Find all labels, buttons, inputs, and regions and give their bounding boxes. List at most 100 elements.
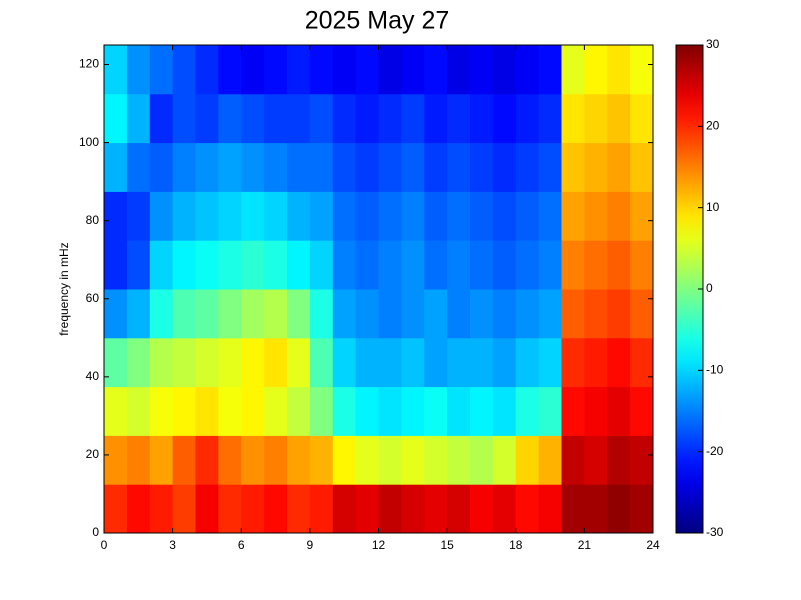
heatmap-cell xyxy=(241,240,265,290)
heatmap-cell xyxy=(126,45,151,95)
heatmap-cell xyxy=(424,240,448,290)
heatmap-cell xyxy=(538,337,562,388)
heatmap-cell xyxy=(538,240,562,290)
heatmap-cell xyxy=(447,45,471,95)
heatmap-cell xyxy=(538,45,562,95)
heatmap-cell xyxy=(584,386,608,436)
heatmap-cells xyxy=(104,45,654,534)
heatmap-cell xyxy=(172,484,196,534)
heatmap-cell xyxy=(561,240,585,290)
heatmap-cell xyxy=(378,337,402,388)
heatmap-cell xyxy=(515,93,540,144)
heatmap-cell xyxy=(287,289,311,339)
heatmap-cell xyxy=(584,240,608,290)
heatmap-cell xyxy=(584,45,608,95)
heatmap-cell xyxy=(492,386,517,436)
heatmap-cell xyxy=(172,45,196,95)
y-tick-label: 60 xyxy=(86,291,100,305)
heatmap-cell xyxy=(126,240,151,290)
heatmap-cell xyxy=(287,435,311,485)
heatmap-cell xyxy=(561,45,585,95)
heatmap-cell xyxy=(607,435,631,485)
heatmap-cell xyxy=(332,191,357,241)
heatmap-cell xyxy=(424,289,448,339)
heatmap-cell xyxy=(538,191,562,241)
heatmap-cell xyxy=(264,142,288,192)
heatmap-cell xyxy=(447,142,471,192)
x-tick-label: 21 xyxy=(578,538,592,552)
heatmap-cell xyxy=(470,142,494,192)
heatmap-cell xyxy=(309,484,334,534)
heatmap-cell xyxy=(355,435,379,485)
heatmap-cell xyxy=(424,142,448,192)
heatmap-cell xyxy=(218,289,242,339)
heatmap-cell xyxy=(538,386,562,436)
heatmap-cell xyxy=(401,484,425,534)
heatmap-cell xyxy=(241,93,265,144)
heatmap-cell xyxy=(104,93,128,144)
heatmap-cell xyxy=(195,240,219,290)
heatmap-cell xyxy=(378,484,402,534)
y-tick-label: 80 xyxy=(86,213,100,227)
heatmap-cell xyxy=(172,386,196,436)
heatmap-cell xyxy=(584,435,608,485)
heatmap-cell xyxy=(492,45,517,95)
heatmap-cell xyxy=(126,386,151,436)
heatmap-cell xyxy=(355,337,379,388)
heatmap-cell xyxy=(401,435,425,485)
heatmap-cell xyxy=(172,93,196,144)
heatmap-cell xyxy=(378,142,402,192)
heatmap-cell xyxy=(630,191,654,241)
heatmap-cell xyxy=(492,240,517,290)
heatmap-cell xyxy=(264,386,288,436)
heatmap-cell xyxy=(630,337,654,388)
heatmap-cell xyxy=(126,289,151,339)
heatmap-cell xyxy=(241,45,265,95)
heatmap-cell xyxy=(538,484,562,534)
heatmap-cell xyxy=(447,93,471,144)
heatmap-cell xyxy=(378,386,402,436)
heatmap-cell xyxy=(378,435,402,485)
heatmap-cell xyxy=(309,289,334,339)
heatmap-cell xyxy=(104,191,128,241)
heatmap-cell xyxy=(515,45,540,95)
heatmap-cell xyxy=(332,484,357,534)
heatmap-cell xyxy=(378,289,402,339)
x-tick-label: 3 xyxy=(169,538,176,552)
heatmap-cell xyxy=(447,191,471,241)
heatmap-cell xyxy=(332,93,357,144)
heatmap-cell xyxy=(218,386,242,436)
heatmap-cell xyxy=(195,337,219,388)
heatmap-cell xyxy=(538,435,562,485)
heatmap-cell xyxy=(172,142,196,192)
heatmap-cell xyxy=(401,337,425,388)
heatmap-cell xyxy=(538,93,562,144)
heatmap-cell xyxy=(630,93,654,144)
heatmap-cell xyxy=(401,93,425,144)
colorbar-tick-label: 30 xyxy=(706,37,720,51)
heatmap-cell xyxy=(378,45,402,95)
heatmap-cell xyxy=(607,484,631,534)
heatmap-cell xyxy=(287,191,311,241)
heatmap-cell xyxy=(126,142,151,192)
heatmap-cell xyxy=(309,191,334,241)
heatmap-cell xyxy=(492,191,517,241)
heatmap-cell xyxy=(630,289,654,339)
heatmap-cell xyxy=(287,45,311,95)
heatmap-cell xyxy=(424,435,448,485)
heatmap-cell xyxy=(424,93,448,144)
heatmap-cell xyxy=(149,337,174,388)
colorbar-tick-label: 0 xyxy=(706,281,713,295)
heatmap-cell xyxy=(309,435,334,485)
heatmap-cell xyxy=(355,93,379,144)
heatmap-cell xyxy=(630,484,654,534)
heatmap-cell xyxy=(149,289,174,339)
heatmap-cell xyxy=(470,435,494,485)
heatmap-cell xyxy=(104,289,128,339)
heatmap-cell xyxy=(355,240,379,290)
heatmap-cell xyxy=(607,191,631,241)
heatmap-cell xyxy=(607,142,631,192)
heatmap-cell xyxy=(287,484,311,534)
heatmap-cell xyxy=(149,45,174,95)
